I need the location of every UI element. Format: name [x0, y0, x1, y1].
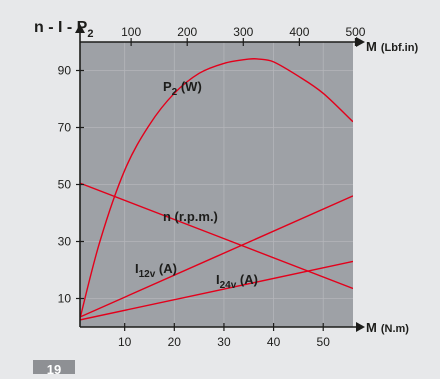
- x-tick-label: 20: [168, 335, 182, 349]
- x2-tick-label: 100: [121, 25, 141, 39]
- x-axis-label: M (N.m): [366, 320, 409, 335]
- x-tick-label: 50: [317, 335, 331, 349]
- x-tick-label: 10: [118, 335, 132, 349]
- y-tick-label: 30: [58, 235, 72, 249]
- axes: [75, 24, 365, 332]
- series-group: [80, 57, 353, 321]
- x2-tick-label: 300: [233, 25, 253, 39]
- x2-tick-label: 200: [177, 25, 197, 39]
- chart-title-main: n - I - P: [34, 19, 88, 36]
- label-p2: P2 (W): [163, 79, 202, 98]
- label-i24v: I24v (A): [216, 272, 258, 291]
- x2-axis-label: M (Lbf.in): [366, 39, 418, 54]
- x-tick-label: 40: [267, 335, 281, 349]
- series-speed: [80, 182, 353, 290]
- label-i12v: I12v (A): [135, 261, 177, 280]
- series-labels: P2 (W) n (r.p.m.) I12v (A) I24v (A): [135, 79, 258, 291]
- y-axis-arrow: [75, 24, 85, 33]
- x-axis-label-unit: (N.m): [381, 323, 409, 335]
- x2-axis-arrow: [356, 37, 365, 47]
- x2-axis-label-main: M: [366, 39, 377, 54]
- tick-labels: 10 20 30 40 50 100 200 300 400 500 10 30 50 70 90: [58, 25, 366, 349]
- x-axis-arrow: [356, 322, 365, 332]
- chart-title: n - I - P2: [34, 19, 93, 40]
- x2-tick-label: 400: [289, 25, 309, 39]
- y-tick-label: 10: [58, 292, 72, 306]
- series-p2: [80, 57, 353, 319]
- x2-axis-label-unit: (Lbf.in): [381, 42, 419, 54]
- y-tick-label: 90: [58, 64, 72, 78]
- y-tick-label: 50: [58, 178, 72, 192]
- label-speed: n (r.p.m.): [163, 209, 218, 224]
- chart-title-subscript: 2: [87, 28, 93, 40]
- x-tick-label: 30: [217, 335, 231, 349]
- x2-tick-label: 500: [345, 25, 365, 39]
- x-axis-label-main: M: [366, 320, 377, 335]
- series-i24v: [80, 260, 353, 321]
- series-i12v: [80, 195, 353, 318]
- page-number: 19: [33, 360, 75, 374]
- gridlines: [80, 42, 353, 327]
- y-tick-label: 70: [58, 121, 72, 135]
